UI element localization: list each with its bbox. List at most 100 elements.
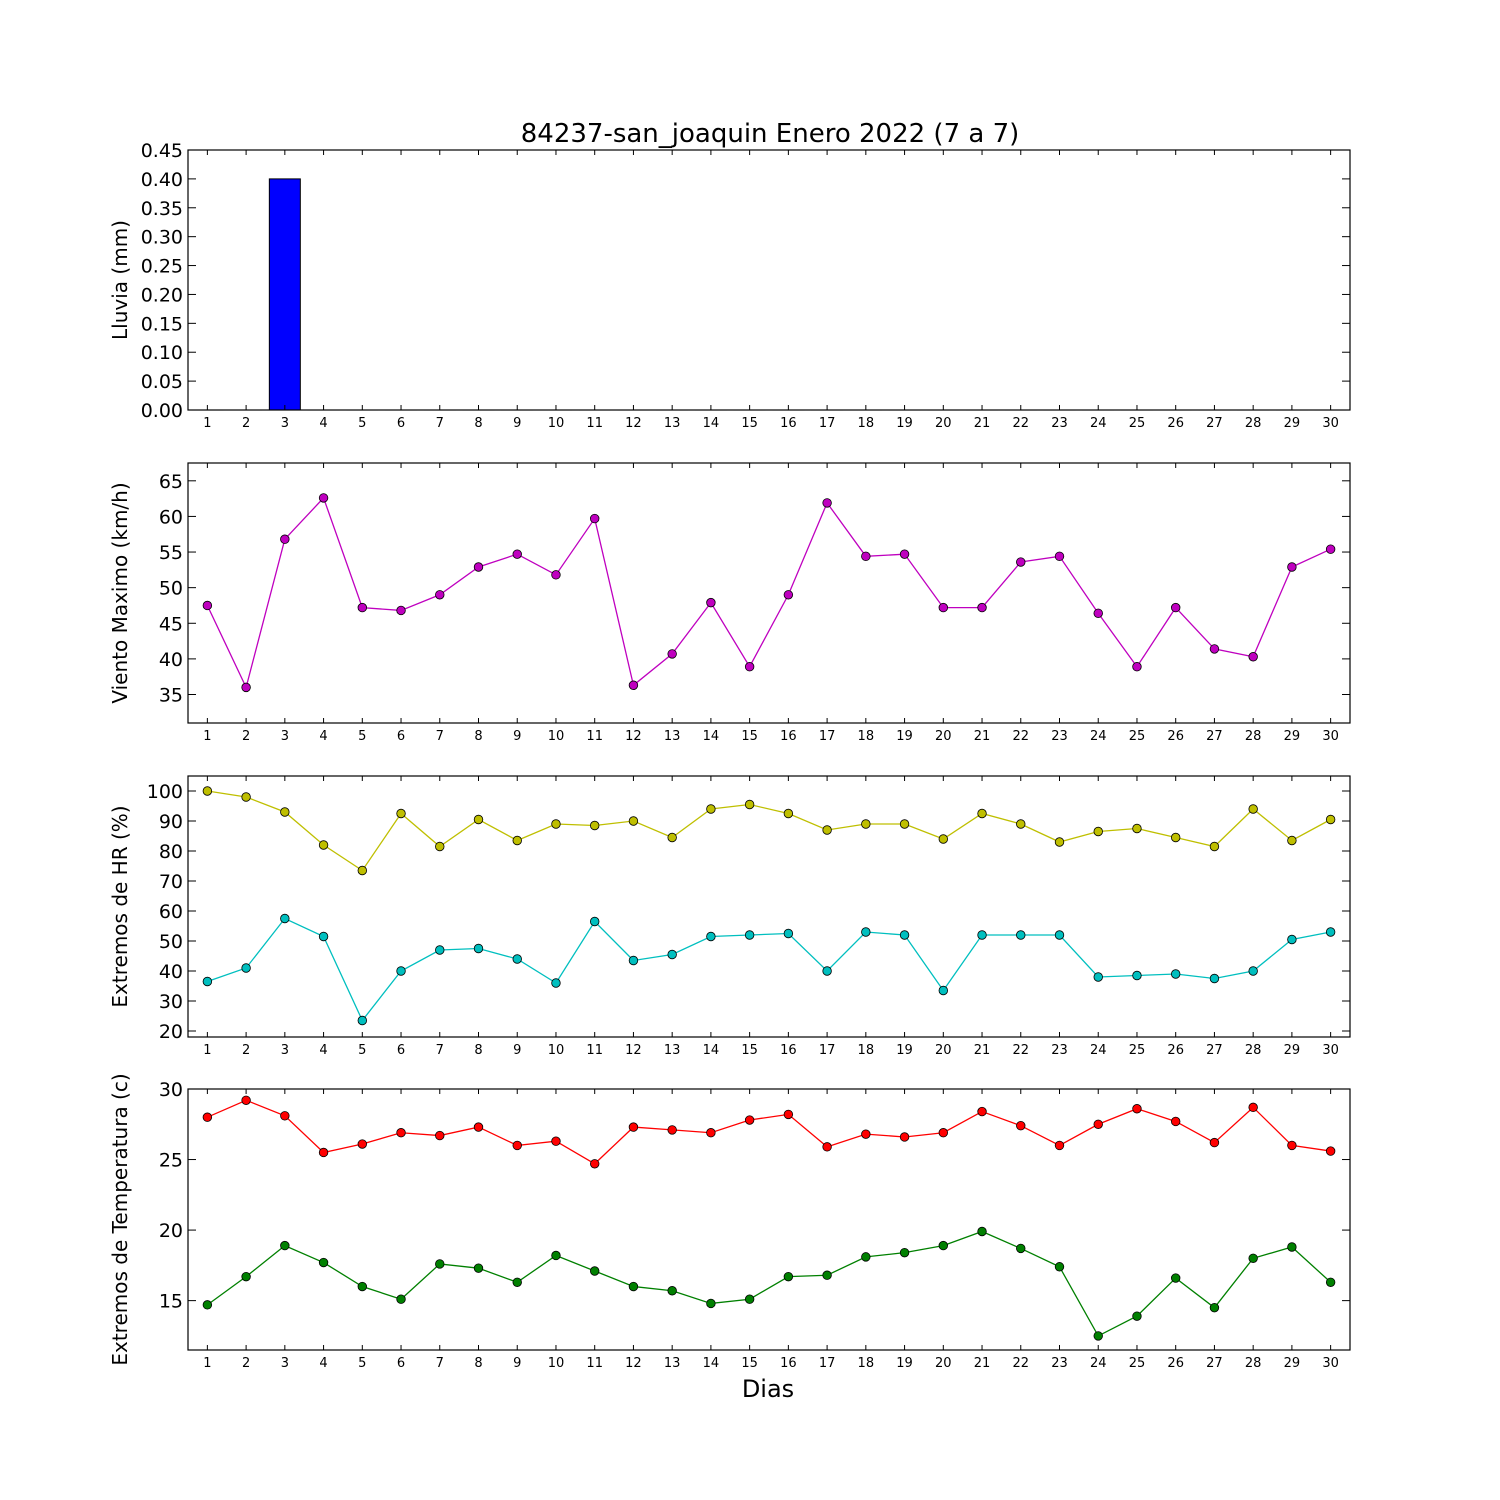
data-point (1170, 1273, 1181, 1283)
y-tick-label: 80 (159, 841, 183, 863)
data-point (396, 605, 406, 616)
data-point (1209, 1302, 1220, 1313)
data-point (512, 1277, 522, 1287)
x-tick-label: 15 (741, 729, 758, 744)
data-point (435, 590, 445, 600)
data-point (473, 943, 484, 954)
data-point (1248, 966, 1258, 976)
x-tick-label: 16 (780, 729, 797, 744)
data-point (783, 808, 794, 819)
data-point (706, 597, 716, 608)
y-tick-label: 0.10 (141, 342, 183, 364)
data-point (241, 682, 251, 693)
data-point (744, 930, 755, 940)
y-tick-label: 30 (159, 991, 183, 1013)
x-tick-label: 12 (625, 416, 642, 431)
data-point (899, 549, 910, 559)
x-tick-label: 23 (1051, 1043, 1068, 1058)
data-point (861, 551, 871, 562)
data-point (1132, 970, 1142, 981)
x-tick-label: 5 (358, 729, 366, 744)
x-tick-label: 22 (1012, 1356, 1029, 1371)
x-tick-label: 11 (586, 416, 603, 431)
x-tick-label: 10 (548, 1356, 565, 1371)
data-point (512, 549, 522, 559)
x-tick-label: 15 (741, 416, 758, 431)
x-tick-label: 15 (741, 1043, 758, 1058)
data-point (357, 865, 368, 876)
data-point (706, 804, 716, 814)
x-tick-label: 19 (896, 416, 913, 431)
x-tick-label: 5 (358, 1356, 366, 1371)
data-point (1093, 1331, 1103, 1341)
x-tick-label: 12 (625, 1356, 642, 1371)
data-point (783, 928, 794, 939)
y-tick-label: 30 (159, 1079, 183, 1101)
data-point (1054, 837, 1065, 847)
y-tick-label: 0.35 (141, 198, 183, 220)
panel-rain: 1 2 3 4 5 6 7 8 9 10 11 12 13 14 15 16 17 18 19 20 21 22 23 24 2… (108, 140, 1351, 431)
x-tick-label: 27 (1206, 1043, 1223, 1058)
data-point (1054, 1140, 1065, 1151)
x-tick-label: 25 (1129, 416, 1146, 431)
x-tick-label: 25 (1129, 1356, 1146, 1371)
x-tick-label: 6 (397, 1043, 405, 1058)
data-point (473, 1263, 484, 1273)
series-line-temperature-1 (207, 1099, 1331, 1165)
data-point (822, 966, 832, 976)
axes-frame (187, 775, 1351, 1038)
x-tick-label: 21 (974, 1043, 991, 1058)
plot-area (188, 150, 1350, 410)
x-tick-label: 12 (625, 1043, 642, 1058)
x-tick-label: 11 (586, 729, 603, 744)
y-tick-label: 0.15 (141, 313, 183, 335)
data-point (744, 1115, 755, 1125)
x-tick-label: 2 (242, 1356, 250, 1371)
y-tick-label: 20 (159, 1220, 183, 1242)
data-point (667, 949, 677, 960)
data-point (1248, 804, 1258, 814)
axes-frame (187, 1088, 1351, 1351)
data-point (280, 534, 290, 544)
x-tick-label: 21 (974, 729, 991, 744)
data-point (938, 1128, 949, 1138)
data-point (1054, 930, 1065, 940)
x-tick-label: 8 (474, 1043, 482, 1058)
x-tick-label: 29 (1284, 1043, 1301, 1058)
y-tick-label: 25 (159, 1150, 183, 1172)
data-point (241, 963, 251, 973)
data-point (357, 1015, 368, 1026)
x-tick-label: 6 (397, 729, 405, 744)
x-tick-label: 28 (1245, 416, 1262, 431)
series-line-humidity-2 (207, 917, 1331, 1022)
data-point (1093, 1119, 1103, 1129)
data-point (318, 931, 329, 942)
y-tick-label: 45 (159, 613, 183, 635)
x-tick-label: 16 (780, 1356, 797, 1371)
x-tick-label: 29 (1284, 416, 1301, 431)
data-point (1170, 969, 1181, 979)
data-point (899, 930, 910, 940)
data-point (667, 1125, 677, 1135)
x-tick-label: 26 (1167, 729, 1184, 744)
x-tick-label: 14 (703, 729, 720, 744)
x-tick-label: 13 (664, 416, 681, 431)
data-point (202, 600, 213, 611)
data-point (396, 966, 406, 976)
x-tick-label: 24 (1090, 416, 1107, 431)
data-point (1170, 832, 1181, 843)
data-point (1132, 1311, 1142, 1321)
data-point (861, 1129, 871, 1139)
y-axis-label: Extremos de Temperatura (c) (108, 1073, 132, 1365)
data-point (783, 1271, 794, 1282)
axes-frame (187, 149, 1351, 411)
x-tick-label: 30 (1322, 729, 1339, 744)
x-tick-label: 5 (358, 1043, 366, 1058)
x-tick-label: 23 (1051, 1356, 1068, 1371)
data-point (1093, 826, 1103, 837)
data-point (1093, 972, 1103, 982)
data-point (667, 1286, 677, 1296)
x-tick-label: 1 (203, 729, 211, 744)
data-point (1016, 819, 1026, 829)
data-point (628, 955, 639, 966)
